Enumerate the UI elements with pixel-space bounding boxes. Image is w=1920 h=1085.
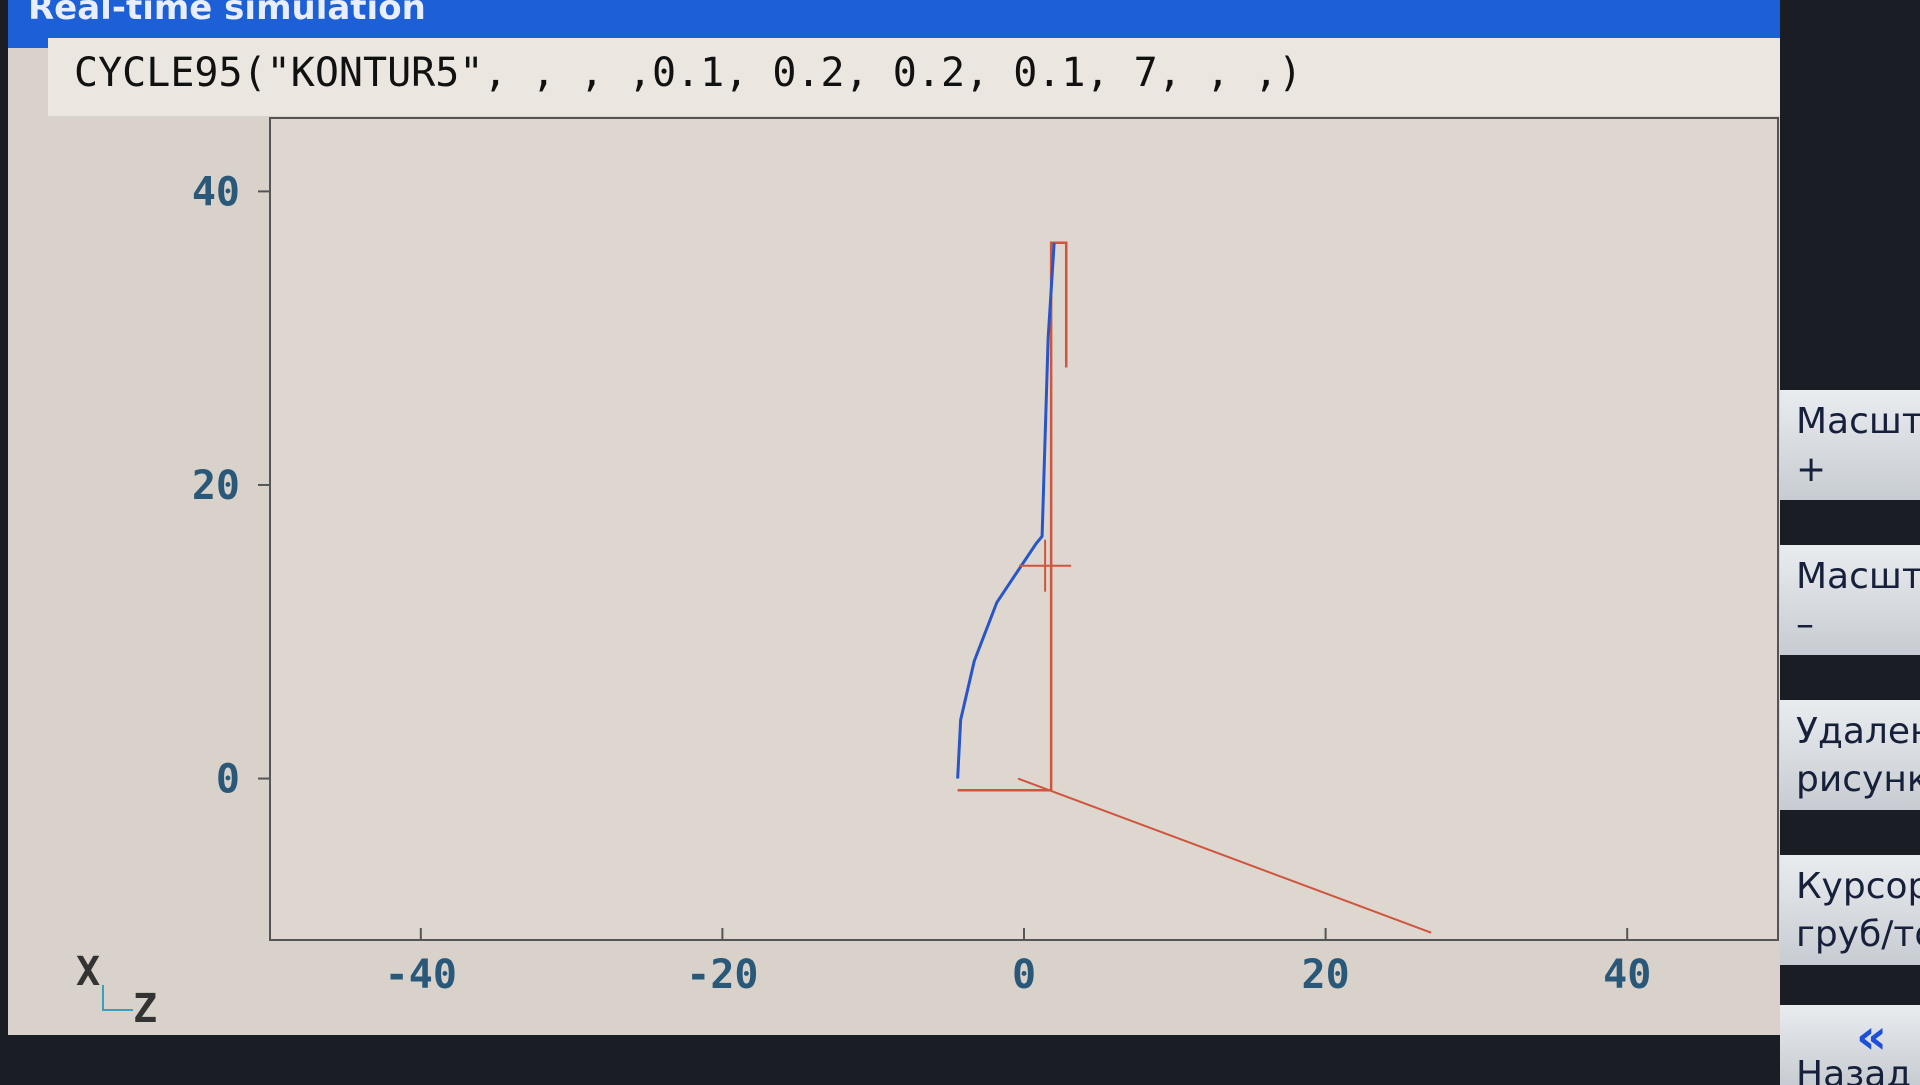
tool-retract-line [1017, 777, 1432, 934]
x-tick-label: 20 [192, 463, 240, 509]
simulation-plot[interactable]: -40 -20 0 20 40 40 20 0 XZ [8, 0, 1843, 1035]
softkey-label: + [1796, 449, 1827, 490]
zoom-out-softkey[interactable]: Масштаб – [1780, 545, 1920, 655]
tool-path-line [957, 241, 1068, 792]
x-axis-label: X [76, 949, 100, 995]
softkey-label: – [1796, 604, 1814, 645]
softkey-label: Курсор [1796, 866, 1920, 907]
cycle-command-line: CYCLE95("KONTUR5", , , ,0.1, 0.2, 0.2, 0… [48, 38, 1838, 116]
x-tick-label: 0 [216, 757, 240, 803]
z-tick-label: 40 [1603, 952, 1651, 998]
softkey-label: Масштаб [1796, 401, 1920, 442]
softkey-label: Масштаб [1796, 556, 1920, 597]
z-axis-label: Z [133, 986, 157, 1032]
axis-orientation-icon [102, 985, 133, 1011]
contour-line [956, 242, 1056, 779]
z-tick-label: -20 [686, 952, 758, 998]
softkey-label: груб/точно [1796, 914, 1920, 955]
double-chevron-left-icon: « [1856, 1009, 1888, 1065]
simulation-window: Real-time simulation CYCLE95("KONTUR5", … [8, 0, 1843, 1035]
cursor-coarse-fine-softkey[interactable]: Курсор груб/точно [1780, 855, 1920, 965]
back-softkey[interactable]: «Назад [1780, 1005, 1920, 1085]
x-tick-label: 40 [192, 169, 240, 215]
zoom-in-softkey[interactable]: Масштаб + [1780, 390, 1920, 500]
z-tick-label: 0 [1012, 952, 1036, 998]
plot-frame [269, 117, 1779, 941]
z-tick-label: 20 [1302, 952, 1350, 998]
delete-drawing-softkey[interactable]: Удаление рисунка [1780, 700, 1920, 810]
z-tick-label: -40 [385, 952, 457, 998]
softkey-bar: Масштаб + Масштаб – Удаление рисунка Курсор… [1780, 0, 1920, 1085]
softkey-label: рисунка [1796, 759, 1920, 800]
softkey-label: Удаление [1796, 711, 1920, 752]
